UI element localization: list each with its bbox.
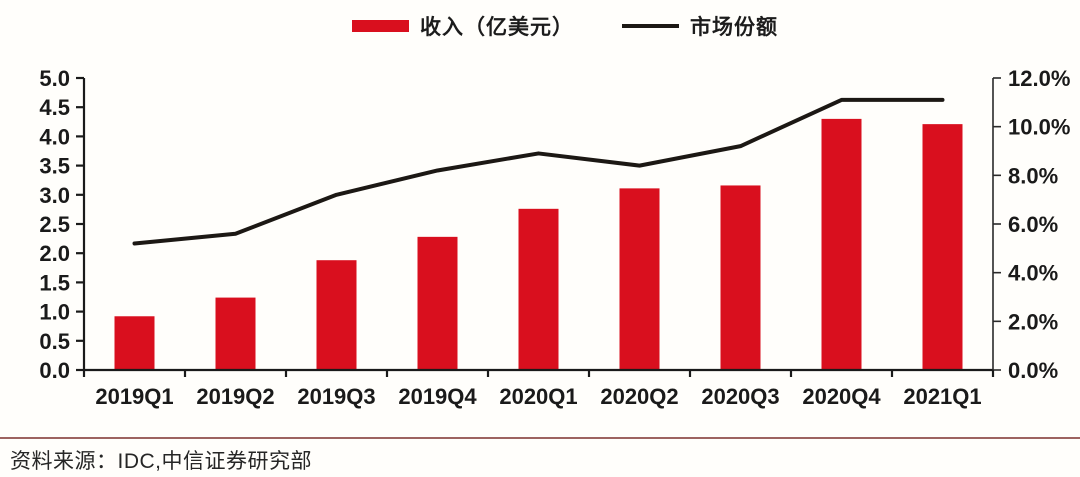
left-axis-label: 4.5 [39,95,70,120]
bar-2020Q3 [720,185,761,370]
left-axis-label: 3.0 [39,183,70,208]
bar-2020Q4 [821,118,862,370]
left-axis-label: 2.5 [39,212,70,237]
x-axis-label: 2020Q2 [600,384,678,409]
bar-2019Q2 [215,297,256,370]
right-axis-label: 0.0% [1008,358,1058,383]
legend-item-market-share: 市场份额 [622,11,778,41]
legend-label-market-share: 市场份额 [690,16,778,39]
legend-label-revenue: 收入（亿美元） [420,16,574,39]
right-axis-label: 10.0% [1008,115,1070,140]
left-axis-label: 3.5 [39,154,70,179]
left-axis-label: 1.5 [39,270,70,295]
x-axis-label: 2020Q4 [802,384,881,409]
left-axis-label: 5.0 [39,66,70,91]
x-axis-label: 2019Q1 [95,384,173,409]
bar-2019Q4 [417,236,458,370]
bar-2019Q3 [316,260,357,370]
right-axis-label: 4.0% [1008,261,1058,286]
legend-item-revenue: 收入（亿美元） [352,11,574,41]
source-note: 资料来源：IDC,中信证券研究部 [10,450,312,473]
bar-2019Q1 [114,316,155,370]
x-axis-label: 2021Q1 [903,384,981,409]
left-axis-label: 4.0 [39,124,70,149]
market-share-line [132,97,945,246]
right-axis-label: 2.0% [1008,309,1058,334]
right-axis-label: 8.0% [1008,163,1058,188]
right-axis-label: 12.0% [1008,66,1070,91]
bar-2020Q1 [518,208,559,370]
chart-canvas: 0.0 0.5 1.0 1.5 2.0 2.5 3.0 3.5 4.0 4.5 5.0 0.0% 2.0… [39,66,1070,409]
x-axis-label: 2020Q3 [701,384,779,409]
left-axis-label: 2.0 [39,241,70,266]
x-axis-label: 2019Q3 [297,384,375,409]
right-axis-label: 6.0% [1008,212,1058,237]
x-axis-label: 2019Q2 [196,384,274,409]
bar-2020Q2 [619,188,660,370]
x-axis-label: 2019Q4 [398,384,477,409]
left-axis-label: 1.0 [39,300,70,325]
bar-swatch-icon [352,20,409,32]
line-swatch-icon [622,24,679,28]
bar-2021Q1 [922,124,963,370]
chart-legend: 收入（亿美元） 市场份额 [352,11,778,41]
x-axis-label: 2020Q1 [499,384,577,409]
left-axis-label: 0.0 [39,358,70,383]
left-axis-label: 0.5 [39,329,70,354]
footer-divider [0,437,1080,439]
